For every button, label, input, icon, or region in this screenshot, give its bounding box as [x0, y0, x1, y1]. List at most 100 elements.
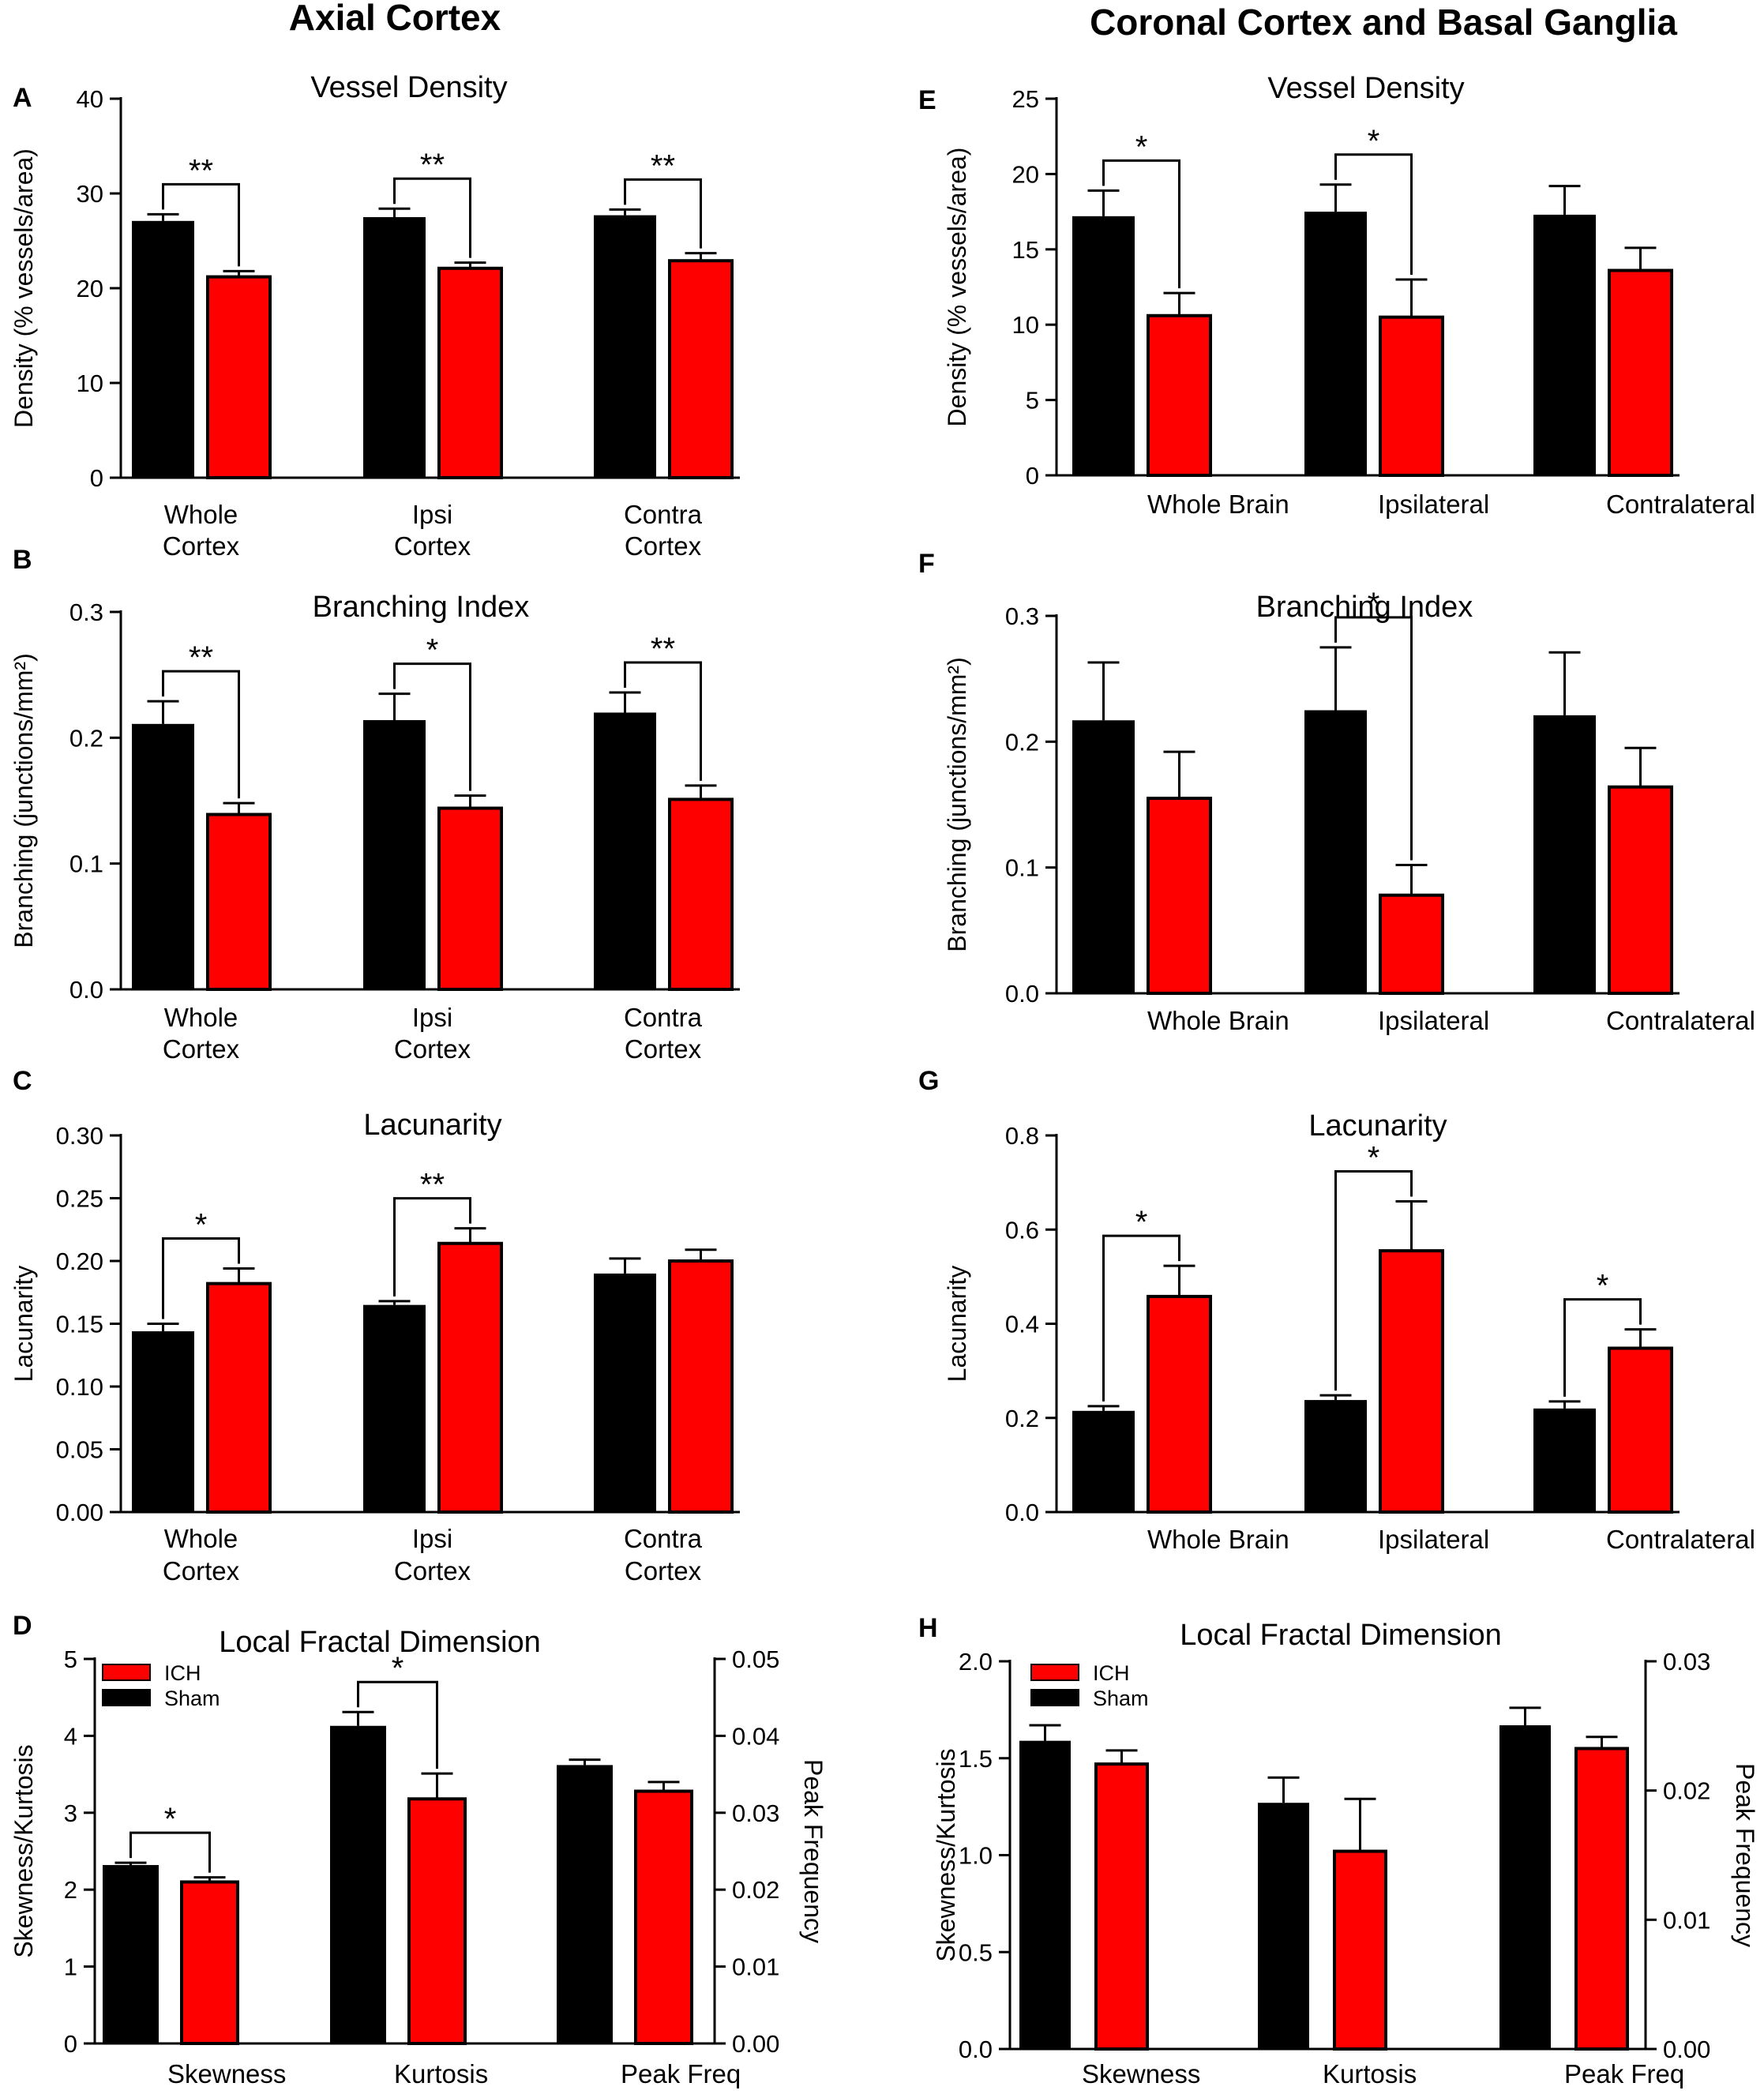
category-label: Ipsilateral — [1378, 1525, 1489, 1554]
bar-sham — [363, 217, 426, 478]
bar-ich — [437, 806, 503, 991]
bar-sham — [132, 220, 194, 478]
panel-letter: G — [918, 1066, 939, 1096]
bar-sham — [1072, 1410, 1135, 1512]
bar-ich — [1147, 797, 1212, 995]
y-tick-label: 0.3 — [1005, 602, 1039, 630]
y-tick-label: 0.1 — [1005, 854, 1039, 882]
chart-title: Vessel Density — [1267, 72, 1464, 105]
significance-marker: ** — [651, 632, 675, 666]
panel-c: C Lacunarity 0.00 0.05 0.10 0.15 0.20 0.25 0.30 L… — [9, 1066, 740, 1586]
significance-bracket — [1563, 1298, 1642, 1397]
bar-ich — [1574, 1747, 1629, 2051]
y-tick-label: 0.00 — [56, 1499, 103, 1526]
chart-title: Local Fractal Dimension — [1180, 1619, 1502, 1652]
significance-marker: * — [1135, 129, 1148, 164]
significance-marker: ** — [420, 1168, 445, 1203]
category-label: Cortex — [394, 531, 471, 561]
y-right-tick-label: 0.00 — [732, 2030, 779, 2058]
bar-sham — [1499, 1725, 1551, 2049]
legend-label-ich: ICH — [164, 1661, 201, 1685]
y-tick-label: 15 — [1012, 236, 1039, 264]
significance-marker: * — [1368, 1140, 1380, 1175]
y-right-tick-label: 0.04 — [732, 1722, 779, 1750]
y-tick-label: 0.0 — [69, 976, 103, 1004]
column-title-left: Axial Cortex — [289, 0, 501, 38]
category-label: Whole Brain — [1147, 1006, 1289, 1035]
y-tick-label: 0.8 — [1005, 1122, 1039, 1150]
y-axis-label: Skewness/Kurtosis — [9, 1744, 38, 1957]
bar-ich — [668, 797, 734, 992]
bar-sham — [1533, 214, 1596, 475]
panel-letter: F — [918, 549, 935, 579]
category-label: Kurtosis — [1323, 2059, 1417, 2088]
y-tick-label: 0.6 — [1005, 1216, 1039, 1244]
panel-letter: B — [13, 545, 32, 575]
category-label: Ipsi — [412, 1524, 452, 1553]
category-label: Whole — [164, 1524, 238, 1553]
y-right-tick-label: 0.00 — [1663, 2036, 1710, 2063]
category-label: Contra — [624, 500, 703, 529]
y-axis-right-label: Peak Frequency — [799, 1759, 828, 1943]
bar-ich — [437, 1241, 503, 1514]
bar-sham — [1304, 710, 1367, 993]
bar-ich — [1094, 1762, 1149, 2051]
y-axis-label: Skewness/Kurtosis — [932, 1748, 960, 1961]
bar-ich — [1379, 1249, 1444, 1514]
category-label: Cortex — [163, 1034, 240, 1064]
significance-bracket — [1334, 153, 1413, 275]
significance-bracket — [624, 178, 702, 249]
panel-h: H Local Fractal Dimension 0.0 0.5 1.0 1.5 2.0 S… — [918, 1613, 1759, 2088]
y-tick-label: 20 — [1012, 160, 1039, 188]
bar-ich — [407, 1797, 467, 2046]
category-label: Contralateral — [1606, 1525, 1755, 1554]
category-label: Peak Freq — [1564, 2059, 1684, 2088]
y-tick-label: 0.2 — [1005, 728, 1039, 756]
category-label: Whole Brain — [1147, 1525, 1289, 1554]
significance-bracket — [393, 1197, 471, 1297]
significance-bracket — [162, 182, 240, 267]
y-tick-label: 0 — [64, 2030, 77, 2058]
bar-ich — [437, 266, 503, 479]
y-tick-label: 0.5 — [959, 1938, 993, 1966]
y-right-tick-label: 0.03 — [732, 1799, 779, 1827]
legend-label-sham: Sham — [164, 1687, 220, 1710]
category-label: Ipsilateral — [1378, 490, 1489, 519]
significance-bracket — [393, 177, 471, 258]
bar-ich — [1379, 893, 1444, 995]
y-tick-label: 5 — [1026, 387, 1039, 415]
category-label: Cortex — [394, 1556, 471, 1586]
bar-sham — [1019, 1740, 1071, 2049]
bar-ich — [668, 259, 734, 479]
y-axis-label: Branching (junctions/mm²) — [943, 657, 971, 951]
bar-ich — [1333, 1849, 1387, 2051]
y-tick-label: 0.1 — [69, 850, 103, 878]
category-label: Cortex — [625, 1556, 702, 1586]
bar-sham — [1072, 720, 1135, 993]
category-label: Whole — [164, 1003, 238, 1032]
chart-title: Vessel Density — [310, 71, 507, 104]
y-tick-label: 0.0 — [959, 2036, 993, 2063]
category-label: Whole — [164, 500, 238, 529]
bar-ich — [634, 1789, 693, 2046]
significance-marker: * — [164, 1802, 177, 1837]
chart-title: Lacunarity — [1308, 1109, 1447, 1143]
bar-sham — [330, 1725, 386, 2043]
y-tick-label: 2 — [64, 1876, 77, 1904]
significance-bracket — [1102, 1234, 1180, 1402]
bar-ich — [206, 1282, 272, 1514]
y-right-tick-label: 0.05 — [732, 1646, 779, 1673]
bar-sham — [594, 712, 656, 989]
y-axis-right-label: Peak Frequency — [1731, 1763, 1759, 1947]
y-tick-label: 2.0 — [959, 1648, 993, 1676]
bar-sham — [1533, 715, 1596, 993]
bar-sham — [594, 215, 656, 478]
legend-swatch-sham — [102, 1689, 151, 1706]
y-tick-label: 1 — [64, 1953, 77, 1981]
bar-sham — [1304, 212, 1367, 475]
y-tick-label: 4 — [64, 1722, 77, 1750]
significance-marker: * — [195, 1208, 208, 1243]
significance-bracket — [1334, 1169, 1413, 1391]
